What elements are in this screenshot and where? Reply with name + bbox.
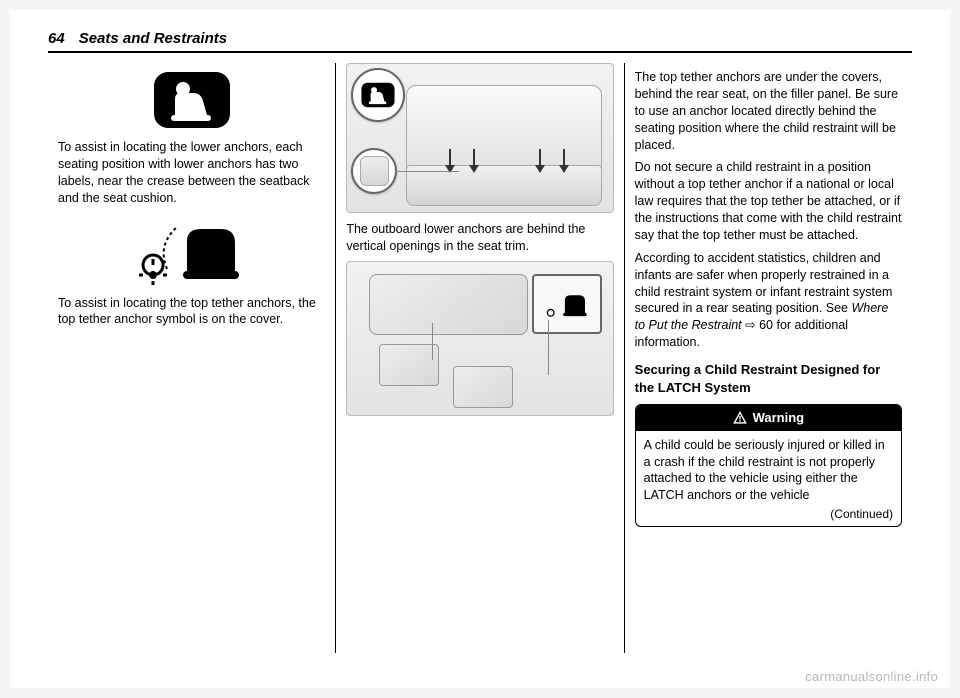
warning-body-text: A child could be seriously injured or ki… bbox=[636, 431, 901, 507]
warning-label: Warning bbox=[753, 409, 805, 427]
tether-cover-callout bbox=[532, 274, 602, 334]
cross-reference-page: ⇨ 60 bbox=[742, 318, 777, 332]
tether-requirement-text: Do not secure a child restraint in a pos… bbox=[635, 159, 902, 243]
latch-subheading: Securing a Child Restraint Designed for … bbox=[635, 361, 902, 396]
warning-triangle-icon bbox=[733, 411, 747, 425]
page-header: 64 Seats and Restraints bbox=[48, 30, 912, 47]
top-tether-anchor-icon bbox=[137, 215, 247, 285]
column-3: The top tether anchors are under the cov… bbox=[624, 63, 912, 653]
column-1: To assist in locating the lower anchors,… bbox=[48, 63, 335, 653]
header-rule bbox=[48, 51, 912, 53]
lower-anchor-help-text: To assist in locating the lower anchors,… bbox=[58, 139, 325, 207]
lower-anchor-symbol-figure bbox=[58, 71, 325, 129]
top-tether-symbol-figure bbox=[58, 215, 325, 285]
outboard-anchor-text: The outboard lower anchors are behind th… bbox=[346, 221, 613, 255]
statistics-text: According to accident statistics, childr… bbox=[635, 250, 902, 351]
warning-header: Warning bbox=[636, 405, 901, 431]
column-2: The outboard lower anchors are behind th… bbox=[335, 63, 623, 653]
tether-anchor-description: The top tether anchors are under the cov… bbox=[635, 69, 902, 153]
manual-page: 64 Seats and Restraints To assist in loc… bbox=[10, 10, 950, 688]
top-tether-help-text: To assist in locating the top tether anc… bbox=[58, 295, 325, 329]
tether-anchor-location-figure bbox=[346, 261, 613, 416]
outboard-anchor-location-figure bbox=[346, 63, 613, 213]
warning-continued: (Continued) bbox=[636, 506, 901, 526]
page-number: 64 bbox=[48, 30, 65, 47]
watermark-text: carmanualsonline.info bbox=[805, 669, 938, 684]
warning-box: Warning A child could be seriously injur… bbox=[635, 404, 902, 527]
child-seat-lower-anchor-icon bbox=[153, 71, 231, 129]
columns: To assist in locating the lower anchors,… bbox=[48, 63, 912, 653]
section-title: Seats and Restraints bbox=[79, 30, 227, 47]
